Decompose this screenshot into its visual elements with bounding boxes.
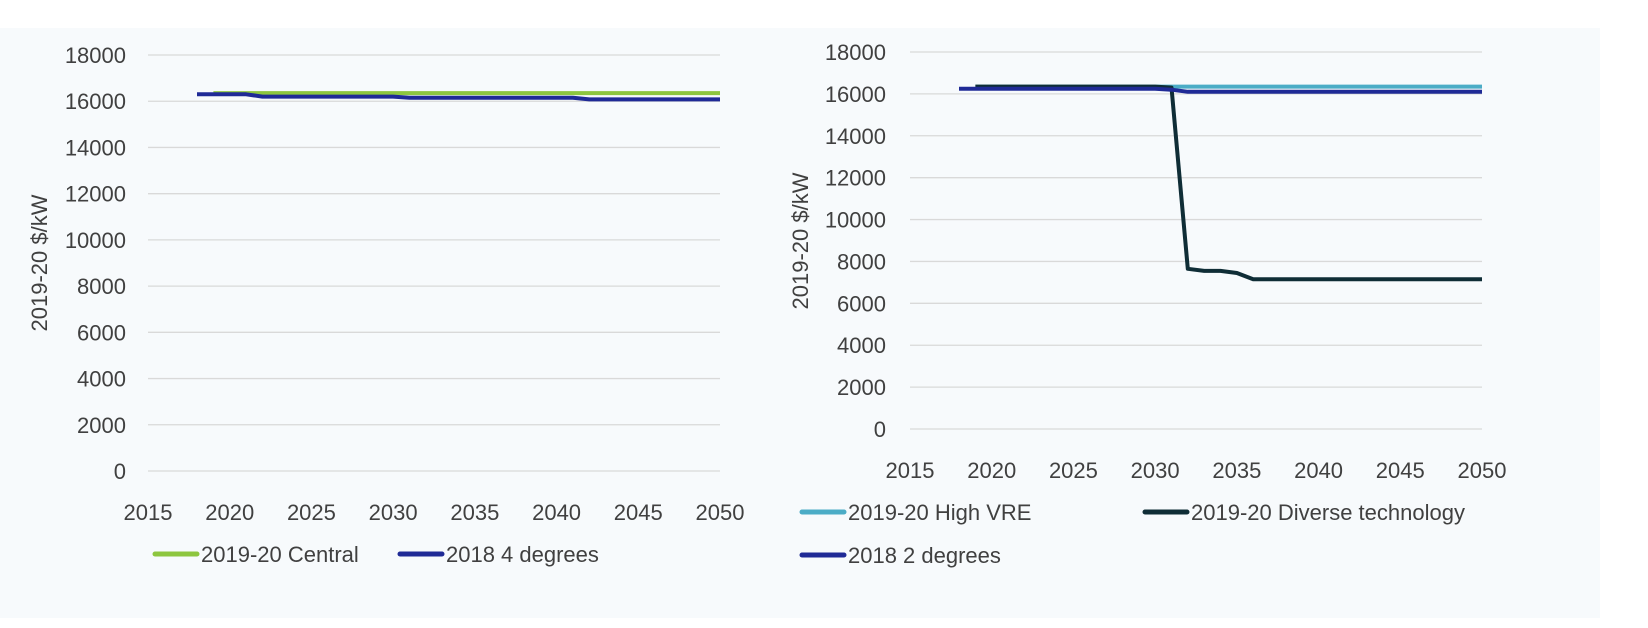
chart2-x-tick-label-2030: 2030 (1131, 458, 1180, 483)
chart2-x-tick-label-2020: 2020 (967, 458, 1016, 483)
chart1-x-tick-label-2015: 2015 (124, 500, 173, 525)
chart1-x-tick-label-2020: 2020 (205, 500, 254, 525)
chart2-y-tick-label-0: 0 (874, 417, 886, 442)
chart2-y-tick-label-6000: 6000 (837, 291, 886, 316)
chart2-y-tick-label-14000: 14000 (825, 124, 886, 149)
chart2-x-tick-label-2025: 2025 (1049, 458, 1098, 483)
chart1-y-tick-label-12000: 12000 (65, 182, 126, 207)
chart1-y-tick-label-10000: 10000 (65, 228, 126, 253)
chart1-y-tick-label-14000: 14000 (65, 135, 126, 160)
chart1-x-tick-label-2035: 2035 (450, 500, 499, 525)
chart1-x-tick-label-2050: 2050 (696, 500, 745, 525)
chart2-series-line-3 (959, 86, 1482, 94)
chart1-legend-label-1: 2019-20 Central (201, 542, 359, 567)
chart1-y-tick-label-2000: 2000 (77, 413, 126, 438)
chart2-x-tick-label-2035: 2035 (1212, 458, 1261, 483)
chart2-y-tick-label-4000: 4000 (837, 333, 886, 358)
chart2-y-tick-label-10000: 10000 (825, 208, 886, 233)
chart2-y-tick-label-18000: 18000 (825, 40, 886, 65)
chart2-x-tick-label-2015: 2015 (886, 458, 935, 483)
chart1-y-axis-title: 2019-20 $/kW (27, 194, 52, 331)
chart1-y-tick-label-18000: 18000 (65, 43, 126, 68)
chart1-series-line-2 (197, 92, 720, 102)
chart1-y-tick-label-16000: 16000 (65, 89, 126, 114)
chart2-y-axis-title: 2019-20 $/kW (788, 172, 813, 309)
chart2-x-tick-label-2040: 2040 (1294, 458, 1343, 483)
chart2-legend-label-1: 2019-20 High VRE (848, 500, 1031, 525)
chart1-y-tick-label-0: 0 (114, 459, 126, 484)
chart2-y-tick-label-12000: 12000 (825, 166, 886, 191)
chart2-y-tick-label-2000: 2000 (837, 375, 886, 400)
chart2-series-line-2 (975, 84, 1482, 282)
chart-background (0, 28, 1600, 618)
chart1-y-tick-label-4000: 4000 (77, 367, 126, 392)
chart2-legend-label-3: 2018 2 degrees (848, 543, 1001, 568)
chart2-x-tick-label-2045: 2045 (1376, 458, 1425, 483)
chart1-x-tick-label-2045: 2045 (614, 500, 663, 525)
chart2-x-tick-label-2050: 2050 (1458, 458, 1507, 483)
chart1-legend-label-2: 2018 4 degrees (446, 542, 599, 567)
chart2-y-tick-label-8000: 8000 (837, 249, 886, 274)
chart2-y-tick-label-16000: 16000 (825, 82, 886, 107)
chart1-y-tick-label-6000: 6000 (77, 320, 126, 345)
chart1-y-tick-label-8000: 8000 (77, 274, 126, 299)
chart1-x-tick-label-2040: 2040 (532, 500, 581, 525)
chart1-x-tick-label-2025: 2025 (287, 500, 336, 525)
chart2-legend-label-2: 2019-20 Diverse technology (1191, 500, 1465, 525)
chart1-x-tick-label-2030: 2030 (369, 500, 418, 525)
